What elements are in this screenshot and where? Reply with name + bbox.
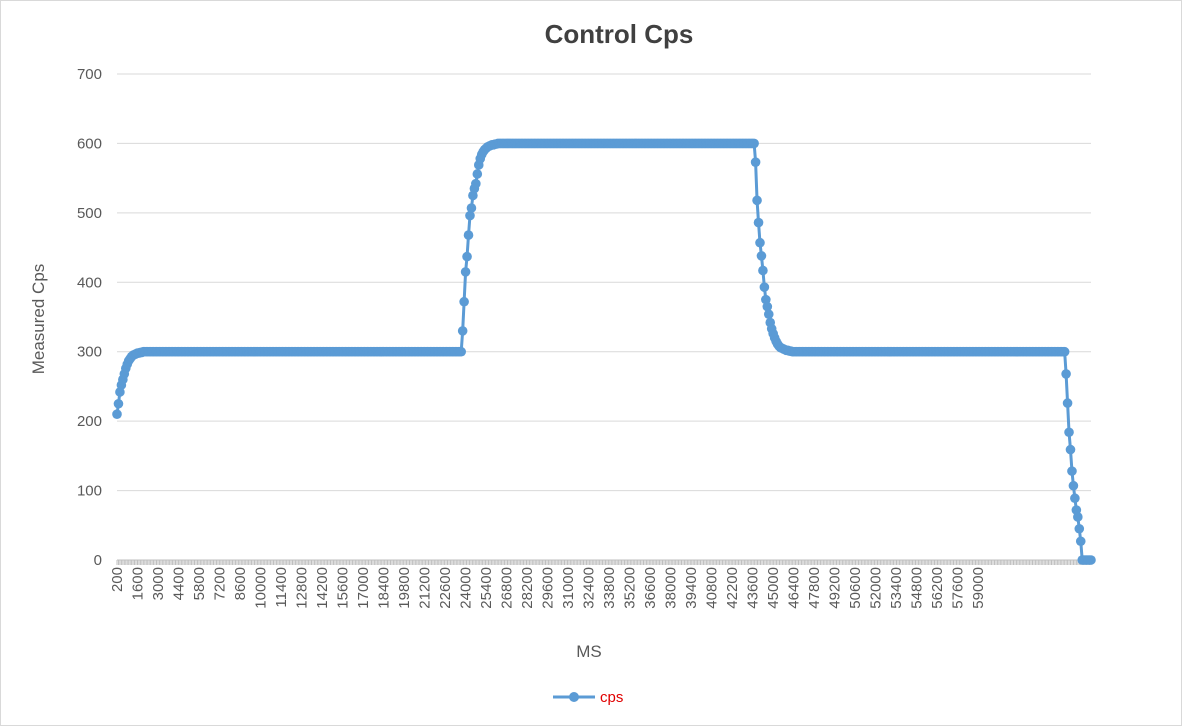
x-tick-label: 8600: [232, 567, 249, 600]
x-tick-label: 12800: [294, 567, 311, 609]
x-tick-label: 7200: [212, 567, 229, 600]
chart-title: Control Cps: [545, 19, 694, 49]
data-point: [752, 195, 762, 206]
data-point: [1068, 480, 1079, 491]
x-tick-label: 5800: [191, 567, 208, 600]
data-point: [1075, 536, 1086, 547]
x-tick-label: 33800: [601, 567, 618, 609]
y-axis-ticks: 0 100 200 300 400 500 600 700: [77, 66, 102, 569]
data-point: [1070, 493, 1080, 504]
x-tick-label: 36600: [642, 567, 659, 609]
y-tick-label: 500: [77, 205, 102, 222]
x-tick-label: 47800: [806, 567, 823, 609]
x-tick-label: 200: [109, 567, 126, 592]
data-point: [1067, 466, 1077, 476]
x-axis-label: MS: [576, 642, 602, 661]
legend-marker: [569, 692, 579, 702]
data-point: [463, 230, 474, 240]
legend-label: cps: [600, 689, 623, 706]
data-point: [753, 217, 764, 228]
x-tick-label: 3000: [150, 567, 167, 600]
x-tick-label: 38000: [663, 567, 680, 609]
x-tick-label: 50600: [847, 567, 864, 609]
x-tick-label: 24000: [458, 567, 475, 609]
data-point: [756, 251, 767, 261]
data-point: [750, 157, 761, 167]
x-tick-label: 49200: [827, 567, 844, 609]
data-point: [472, 169, 483, 179]
x-tick-label: 53400: [888, 567, 905, 609]
x-tick-label: 54800: [909, 567, 926, 609]
data-point: [113, 398, 124, 409]
x-tick-label: 17000: [355, 567, 372, 609]
y-tick-label: 400: [77, 274, 102, 291]
data-point: [457, 326, 468, 336]
x-tick-label: 57600: [950, 567, 967, 609]
y-tick-label: 200: [77, 413, 102, 430]
x-tick-label: 40800: [704, 567, 721, 609]
data-point: [465, 210, 475, 221]
data-point: [456, 346, 467, 357]
data-point: [471, 178, 481, 189]
x-tick-label: 35200: [622, 567, 639, 609]
data-point: [1064, 427, 1074, 438]
x-tick-label: 32400: [581, 567, 598, 609]
x-tick-label: 18400: [376, 567, 393, 609]
x-tick-label: 52000: [868, 567, 885, 609]
data-point: [460, 267, 471, 277]
x-tick-label: 42200: [724, 567, 741, 609]
legend: cps: [553, 689, 623, 706]
data-point: [1059, 346, 1070, 357]
y-tick-label: 0: [94, 552, 102, 569]
x-tick-label: 46400: [786, 567, 803, 609]
data-point: [755, 237, 765, 248]
x-tick-label: 22600: [437, 567, 454, 609]
data-point: [1073, 512, 1083, 522]
data-point: [466, 203, 477, 213]
data-point: [459, 296, 469, 307]
data-point: [462, 251, 472, 262]
x-tick-label: 28200: [519, 567, 536, 609]
y-tick-label: 300: [77, 344, 102, 361]
x-tick-label: 45000: [765, 567, 782, 609]
series-cps: [112, 138, 1096, 565]
x-tick-label: 1600: [130, 567, 147, 600]
y-tick-label: 700: [77, 66, 102, 83]
y-tick-label: 600: [77, 135, 102, 152]
y-axis-label: Measured Cps: [29, 264, 48, 375]
data-point: [762, 301, 773, 312]
data-point: [759, 282, 770, 292]
data-point: [1086, 555, 1096, 565]
x-tick-label: 11400: [273, 567, 290, 608]
x-tick-label: 19800: [396, 567, 413, 609]
data-point: [1065, 444, 1076, 455]
x-tick-label: 25400: [478, 567, 495, 609]
data-point: [1061, 369, 1071, 379]
x-tick-label: 21200: [417, 567, 434, 609]
data-point: [763, 309, 774, 320]
x-tick-label: 29600: [540, 567, 557, 609]
data-point: [1062, 398, 1073, 408]
x-tick-label: 31000: [560, 567, 577, 609]
x-tick-label: 14200: [314, 567, 331, 609]
x-tick-label: 59000: [970, 567, 987, 609]
data-point: [1074, 523, 1085, 534]
data-point: [749, 138, 759, 149]
y-tick-label: 100: [77, 483, 102, 500]
x-tick-label: 56200: [929, 567, 946, 609]
x-tick-label: 4400: [171, 567, 188, 600]
x-tick-label: 10000: [253, 567, 270, 609]
x-tick-label: 26800: [499, 567, 516, 609]
x-tick-label: 43600: [745, 567, 762, 609]
data-point: [112, 409, 122, 420]
x-axis-ticks: 200 1600 3000 4400 5800 7200 8600 10000 11400 128…: [109, 560, 1092, 609]
data-point: [758, 265, 768, 276]
x-tick-label: 15600: [335, 567, 352, 609]
x-tick-label: 39400: [683, 567, 700, 609]
